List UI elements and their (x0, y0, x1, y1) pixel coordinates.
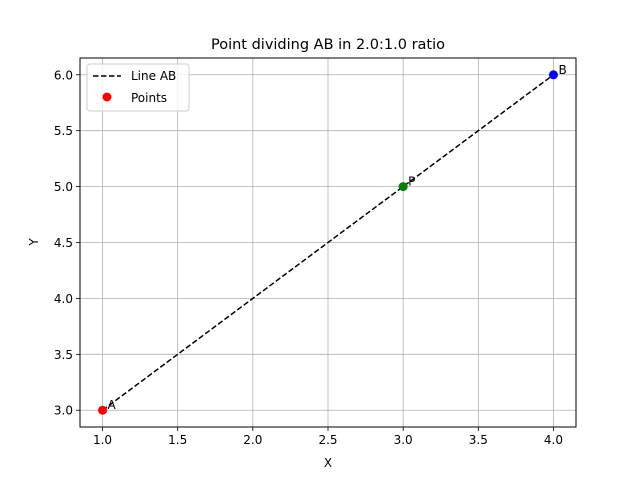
legend-points-swatch (102, 92, 112, 102)
x-tick-label: 3.5 (469, 433, 488, 447)
point-b-marker (548, 70, 558, 80)
point-b-label: B (558, 63, 566, 77)
y-tick-label: 5.5 (54, 124, 73, 138)
x-axis-label: X (324, 456, 332, 470)
point-a-label: A (108, 398, 117, 412)
point-a-marker (98, 405, 108, 415)
x-tick-label: 3.0 (394, 433, 413, 447)
y-axis-label: Y (27, 238, 41, 247)
legend-line-label: Line AB (131, 69, 176, 83)
ticks: 1.0 1.5 2.0 2.5 3.0 3.5 4.0 3.0 3.5 4.0 4.5 5.0 5.5 6… (54, 68, 563, 447)
x-tick-label: 4.0 (544, 433, 563, 447)
x-tick-label: 2.0 (243, 433, 262, 447)
legend-points-label: Points (131, 91, 167, 105)
y-tick-label: 5.0 (54, 180, 73, 194)
y-tick-label: 6.0 (54, 68, 73, 82)
point-p-label: P (408, 175, 415, 189)
legend: Line AB Points (86, 63, 190, 112)
x-tick-label: 1.0 (93, 433, 112, 447)
chart-title: Point dividing AB in 2.0:1.0 ratio (211, 37, 445, 53)
point-p-marker (398, 182, 408, 192)
y-tick-label: 3.5 (54, 348, 73, 362)
series-area: A B P (98, 63, 567, 415)
x-tick-label: 2.5 (318, 433, 337, 447)
x-tick-label: 1.5 (168, 433, 187, 447)
y-tick-label: 3.0 (54, 404, 73, 418)
y-tick-label: 4.0 (54, 292, 73, 306)
line-ab (102, 74, 554, 411)
y-tick-label: 4.5 (54, 236, 73, 250)
